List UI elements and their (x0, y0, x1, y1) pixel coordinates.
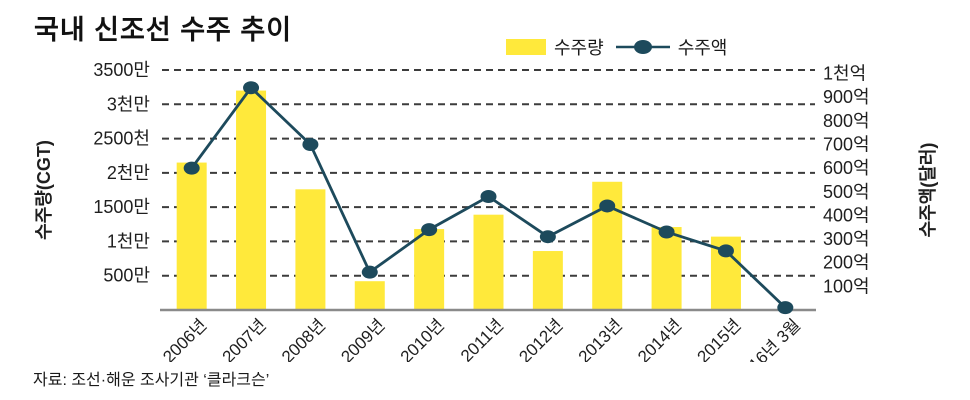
bar-2011년 (473, 214, 504, 310)
y-left-tick-label: 2천만 (107, 163, 150, 183)
y-right-tick-label: 100억 (823, 276, 870, 296)
y-left-tick-label: 2500천 (93, 129, 150, 149)
marker-2012년 (539, 230, 556, 244)
y-right-axis-title: 수주액(달러) (918, 143, 938, 238)
legend-item-order-volume: 수주량 (506, 34, 604, 60)
x-tick-label-2014년: 2014년 (634, 315, 685, 362)
y-left-tick-label: 1천만 (107, 231, 150, 251)
x-tick-label-2013년: 2013년 (575, 315, 626, 362)
x-tick-label-2008년: 2008년 (278, 315, 329, 362)
x-tick-label-2009년: 2009년 (337, 315, 388, 362)
y-left-tick-label: 500만 (103, 266, 150, 286)
bar-2006년 (176, 162, 207, 310)
legend-label-order-amount: 수주액 (677, 38, 728, 58)
y-left-tick-label: 3500만 (93, 60, 150, 80)
y-right-tick-label: 900억 (823, 87, 870, 107)
x-tick-label-2007년: 2007년 (219, 315, 270, 362)
x-tick-label-2016년 3월: 2016년 3월 (732, 315, 804, 362)
order-amount-line-marker-icon (615, 40, 670, 54)
marker-2016년 3월 (777, 301, 794, 315)
marker-2010년 (421, 223, 438, 237)
y-right-tick-label: 600억 (823, 158, 870, 178)
marker-2006년 (183, 161, 200, 175)
bar-2009년 (354, 281, 385, 310)
y-right-tick-label: 700억 (823, 134, 870, 154)
chart-title: 국내 신조선 수주 추이 (34, 15, 293, 45)
y-right-tick-label: 1천억 (823, 64, 866, 84)
x-tick-label-2015년: 2015년 (694, 315, 745, 362)
x-tick-label-2006년: 2006년 (159, 315, 210, 362)
y-left-tick-label: 3천만 (107, 94, 150, 114)
x-tick-label-2010년: 2010년 (397, 315, 448, 362)
y-left-tick-label: 1500만 (93, 197, 150, 217)
legend-label-order-volume: 수주량 (554, 38, 604, 58)
legend-item-order-amount: 수주액 (615, 34, 728, 60)
marker-2008년 (302, 137, 319, 151)
chart: 3500만 3천만 2500천 2천만 1500만 1천만 500만 1천억 900억 800억 7… (34, 60, 938, 362)
bar-2007년 (236, 90, 267, 310)
x-tick-label-2011년: 2011년 (457, 315, 507, 362)
bar-2012년 (532, 251, 563, 310)
y-right-tick-label: 800억 (823, 111, 870, 131)
marker-2014년 (658, 225, 675, 239)
bar-2010년 (414, 229, 445, 310)
y-right-tick-label: 400억 (823, 205, 870, 225)
marker-2013년 (599, 199, 616, 213)
bar-2014년 (651, 227, 682, 310)
y-left-axis-title: 수주량(CGT) (34, 140, 54, 240)
bar-2008년 (295, 189, 326, 310)
marker-2007년 (243, 81, 260, 95)
y-right-tick-label: 500억 (823, 182, 870, 202)
marker-2011년 (480, 190, 497, 204)
legend: 수주량 수주액 (506, 34, 727, 60)
order-volume-swatch-icon (506, 39, 546, 55)
y-right-tick-label: 200억 (823, 253, 870, 273)
x-tick-label-2012년: 2012년 (515, 315, 566, 362)
source-note: 자료: 조선·해운 조사기관 ‘클라크슨’ (33, 372, 270, 389)
y-right-tick-label: 300억 (823, 229, 870, 249)
marker-2009년 (361, 265, 378, 279)
marker-2015년 (717, 244, 734, 258)
